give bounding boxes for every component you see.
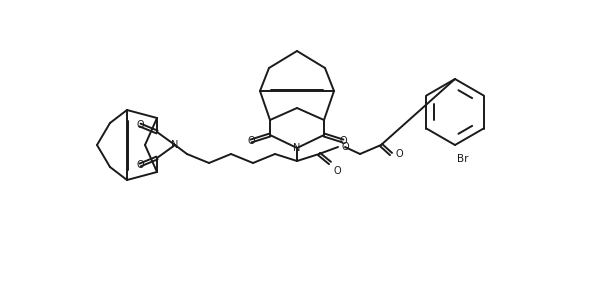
Text: N: N <box>171 140 179 150</box>
Text: N: N <box>293 143 301 153</box>
Text: Br: Br <box>457 154 468 164</box>
Text: O: O <box>247 136 255 146</box>
Text: O: O <box>339 136 347 146</box>
Text: O: O <box>395 149 402 159</box>
Text: O: O <box>136 120 144 130</box>
Text: O: O <box>136 160 144 170</box>
Text: O: O <box>333 166 340 176</box>
Text: O: O <box>341 142 349 152</box>
